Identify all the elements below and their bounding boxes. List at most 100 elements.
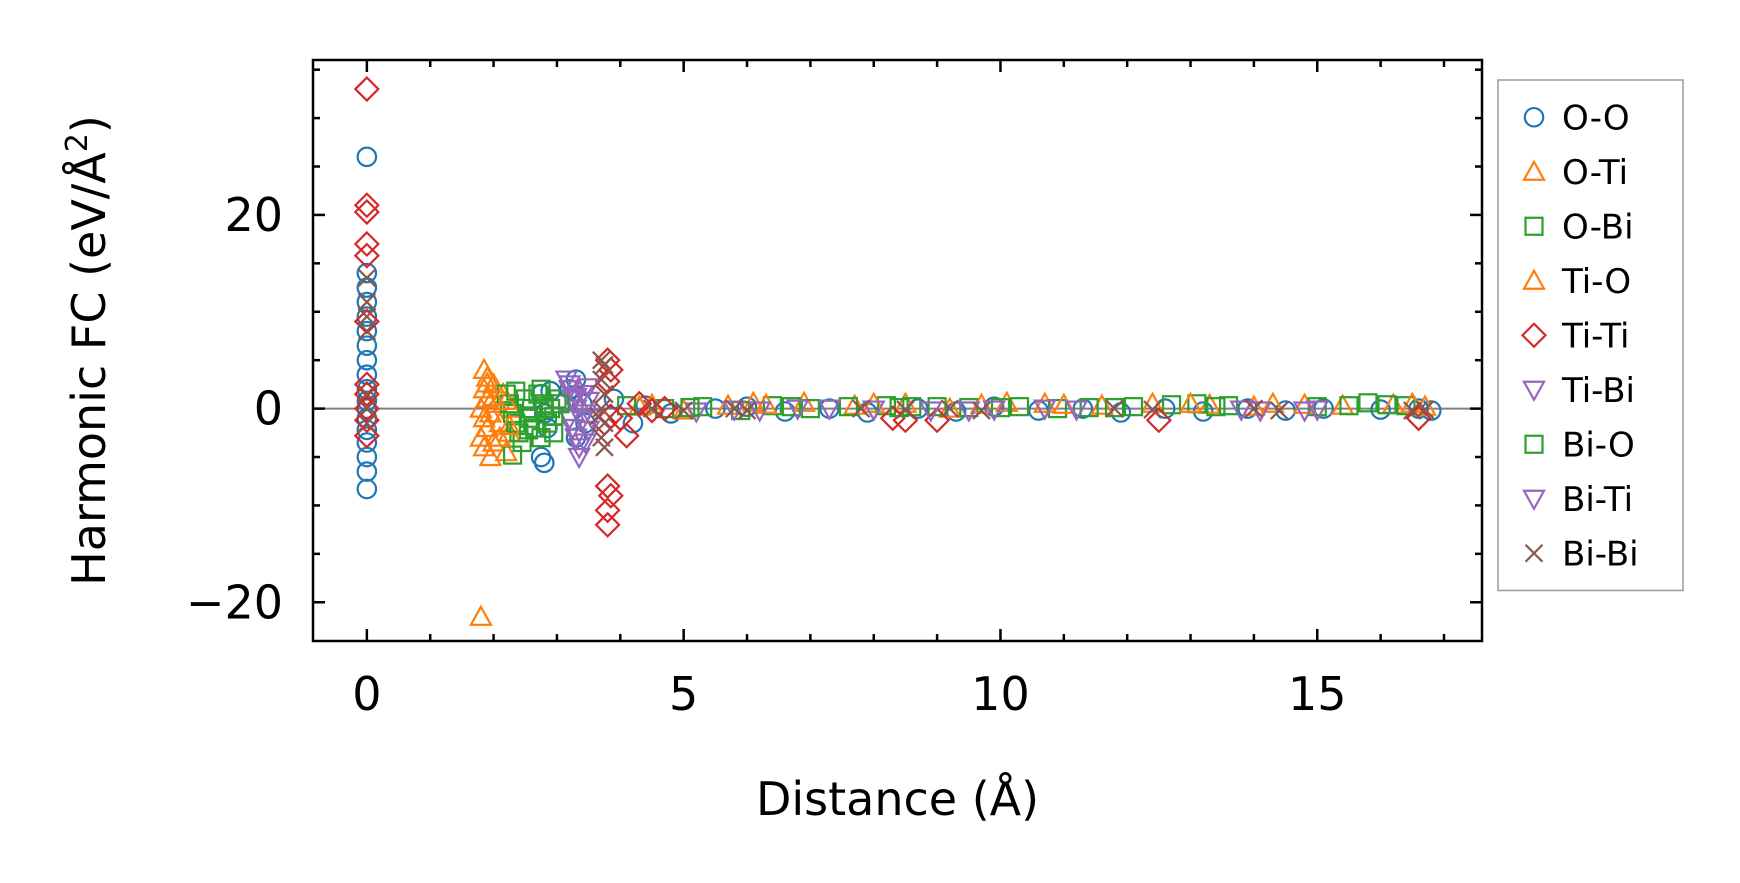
data-point [469,396,493,418]
data-point [521,399,542,419]
marker-stroke [357,413,377,433]
series-o-o [356,146,1442,500]
legend-entry: O-O [1523,98,1630,138]
data-point [781,397,801,417]
marker-stroke [595,438,614,457]
legend-marker [1522,489,1546,512]
data-point [1143,400,1162,419]
data-point [481,384,506,407]
data-point [595,384,614,404]
data-point [537,413,558,433]
data-point [353,395,380,422]
data-point [353,242,380,269]
marker-stroke [357,268,377,288]
legend-entry: Ti-Bi [1522,371,1635,411]
x-tick-label: 5 [669,667,698,721]
plot-area-frame [311,58,1484,643]
data-point [1377,395,1397,415]
x-tick-label: 0 [352,667,381,721]
marker-stroke [592,428,611,447]
legend-entry: O-Bi [1524,207,1634,247]
data-point [497,413,522,436]
data-point [1415,400,1435,419]
marker-stroke [940,399,960,418]
data-point [927,397,947,417]
data-point [356,478,378,500]
data-point [356,306,378,327]
data-point [353,308,380,335]
marker-stroke [592,350,611,370]
data-point [1339,396,1359,416]
data-point [762,396,782,416]
data-point [737,401,757,420]
data-point [592,350,611,370]
data-point [1140,391,1165,413]
marker-stroke [972,401,991,420]
data-point [356,349,378,371]
y-tick-label: 0 [254,382,283,436]
data-point [1145,407,1172,434]
data-point [1313,398,1334,419]
data-point [494,439,519,462]
legend-entry: Ti-O [1522,262,1631,302]
data-point [972,401,991,420]
legend-entry: Bi-Bi [1524,534,1639,574]
data-point [353,75,380,103]
data-point [1079,398,1099,418]
data-point [469,425,493,447]
axis-ticks [313,60,1482,641]
y-tick-label: 20 [224,188,283,242]
marker-stroke [1269,401,1289,420]
data-point [357,307,377,326]
data-point [982,400,1006,422]
data-point [356,146,378,168]
y-axis-label-main: Harmonic FC (eV/Å [62,152,116,586]
data-point [838,397,858,417]
data-point [722,400,747,422]
data-point [674,401,693,420]
data-point [506,413,526,433]
data-point [353,381,380,408]
legend-label: Ti-Ti [1561,316,1630,356]
legend-box [1497,79,1684,592]
x-tick-label: 15 [1288,667,1347,721]
data-point [1292,401,1317,423]
data-point [1370,399,1391,420]
data-point [564,387,588,410]
data-point [851,399,871,418]
data-point [567,447,591,470]
data-point [528,384,548,404]
data-point [1218,396,1239,416]
legend-entry: Bi-O [1524,425,1635,465]
y-axis-label: Harmonic FC (eV/Å2) [60,115,116,586]
marker-stroke [357,399,377,418]
data-point [940,399,960,418]
data-point [357,413,377,433]
data-point [533,452,555,474]
legend-marker [1524,216,1544,236]
data-point [595,355,614,375]
data-point [356,432,378,453]
legend-marker [1524,434,1544,454]
data-point [1206,397,1226,417]
data-point [594,511,621,538]
data-point [357,292,377,312]
data-point [800,399,820,419]
marker-stroke [595,355,614,375]
data-point [785,399,810,421]
data-point [597,482,624,509]
data-points [353,75,1442,626]
marker-stroke [1524,543,1544,563]
data-point [861,400,886,422]
data-point [356,262,378,284]
data-point [356,320,378,342]
data-point [684,402,709,424]
x-axis-label: Distance (Å) [756,772,1039,826]
data-point [478,401,503,423]
data-point [592,370,611,389]
data-point [472,406,496,428]
data-point [1244,399,1264,418]
x-tick-label: 10 [971,667,1030,721]
marker-stroke [851,399,871,418]
